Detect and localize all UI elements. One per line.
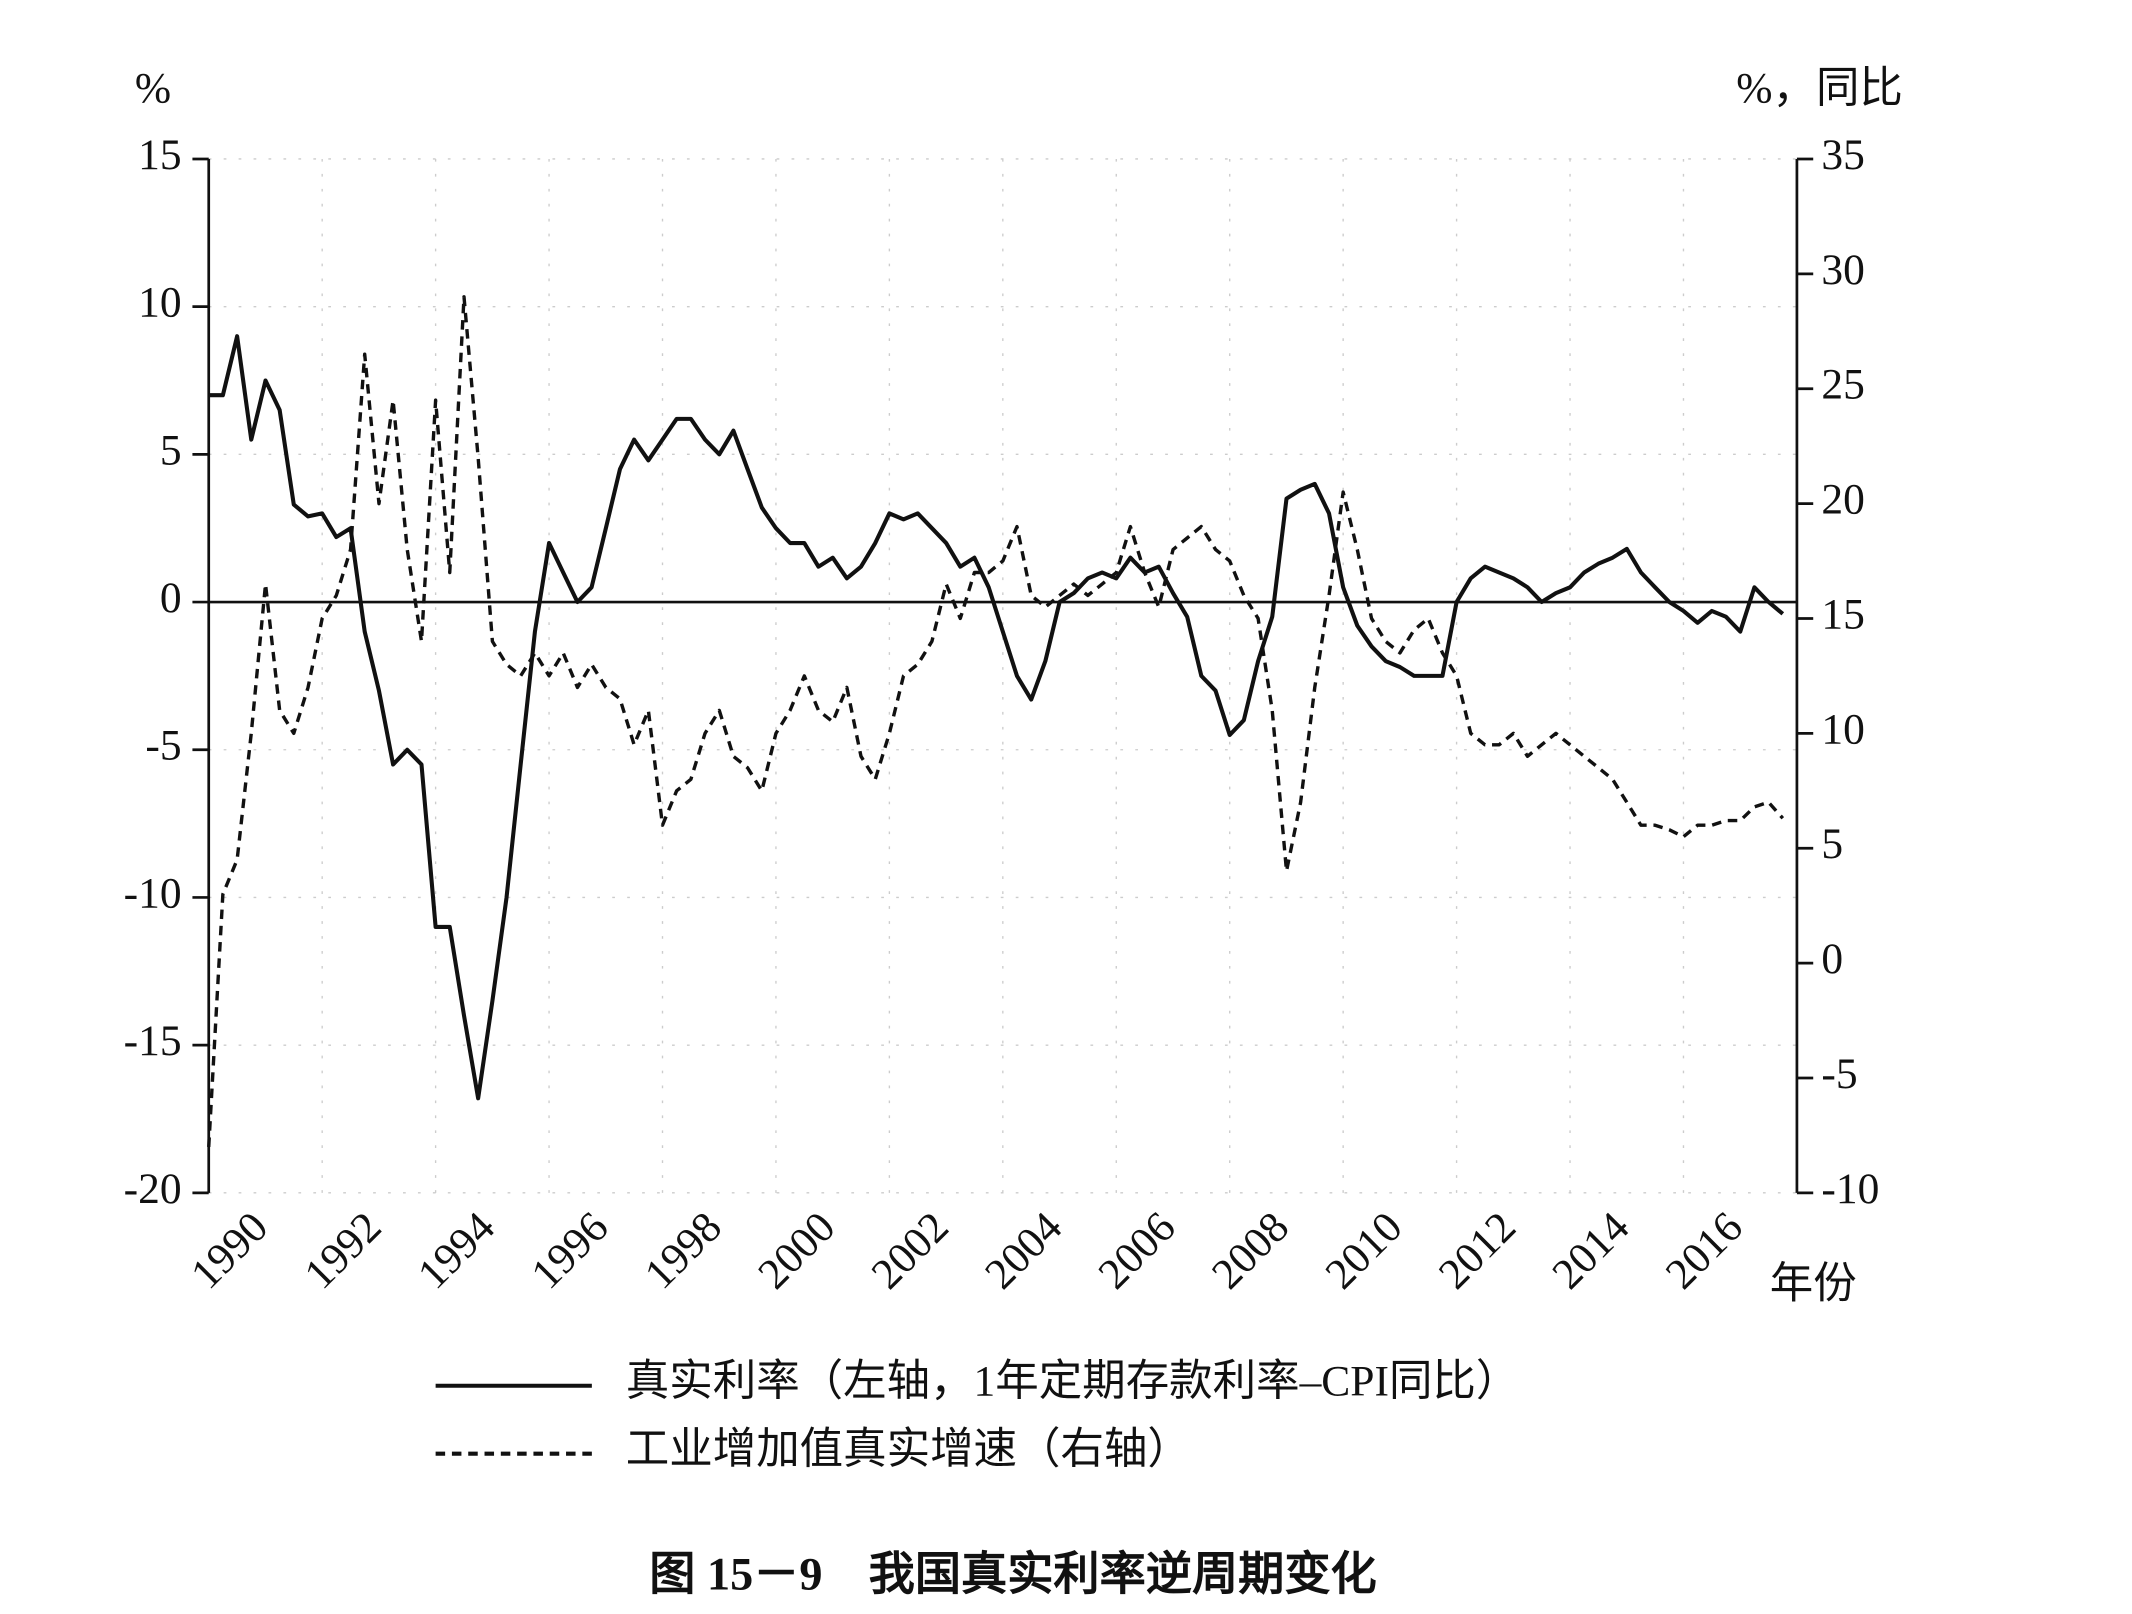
x-axis-label: 年份 — [1770, 1260, 1857, 1308]
y-tick-label: 5 — [160, 426, 182, 474]
x-tick-label: 1990 — [182, 1203, 277, 1298]
x-tick-label: 2002 — [862, 1203, 957, 1298]
y2-tick-label: 0 — [1821, 935, 1843, 983]
y-tick-label: 10 — [138, 279, 181, 327]
y-tick-label: 0 — [160, 574, 182, 622]
y2-tick-label: 25 — [1821, 361, 1864, 409]
y-tick-label: -5 — [145, 722, 181, 770]
y2-tick-label: 15 — [1821, 590, 1864, 638]
x-tick-label: 2016 — [1657, 1203, 1752, 1298]
y2-tick-label: 35 — [1821, 131, 1864, 179]
y2-tick-label: 5 — [1821, 820, 1843, 868]
y2-tick-label: -10 — [1821, 1165, 1879, 1213]
x-tick-label: 1992 — [295, 1203, 390, 1298]
legend-label: 工业增加值真实增速（右轴） — [626, 1426, 1191, 1474]
y2-tick-label: -5 — [1821, 1050, 1857, 1098]
y-tick-label: -10 — [124, 869, 182, 917]
series-line — [208, 334, 1785, 1101]
y2-tick-label: 30 — [1821, 246, 1864, 294]
y-axis-label: % — [135, 64, 171, 112]
x-tick-label: 2014 — [1543, 1203, 1639, 1299]
x-tick-label: 1994 — [409, 1203, 505, 1299]
x-tick-label: 2012 — [1430, 1203, 1525, 1298]
x-tick-label: 2000 — [749, 1203, 844, 1298]
x-tick-label: 2004 — [976, 1203, 1072, 1299]
x-tick-label: 2010 — [1316, 1203, 1411, 1298]
legend-label: 真实利率（左轴，1年定期存款利率–CPI同比） — [626, 1358, 1520, 1406]
x-tick-label: 1996 — [522, 1203, 617, 1298]
y-tick-label: -15 — [124, 1017, 182, 1065]
y-tick-label: 15 — [138, 131, 181, 179]
y2-axis-label: %，同比 — [1736, 64, 1903, 112]
chart-title: 图 15－9 我国真实利率逆周期变化 — [649, 1548, 1376, 1599]
series-line — [207, 295, 1785, 1148]
x-tick-label: 2006 — [1089, 1203, 1184, 1298]
y2-tick-label: 10 — [1821, 705, 1864, 753]
x-tick-label: 2008 — [1203, 1203, 1298, 1298]
y-tick-label: -20 — [124, 1165, 182, 1213]
y2-tick-label: 20 — [1821, 476, 1864, 524]
x-tick-label: 1998 — [636, 1203, 731, 1298]
